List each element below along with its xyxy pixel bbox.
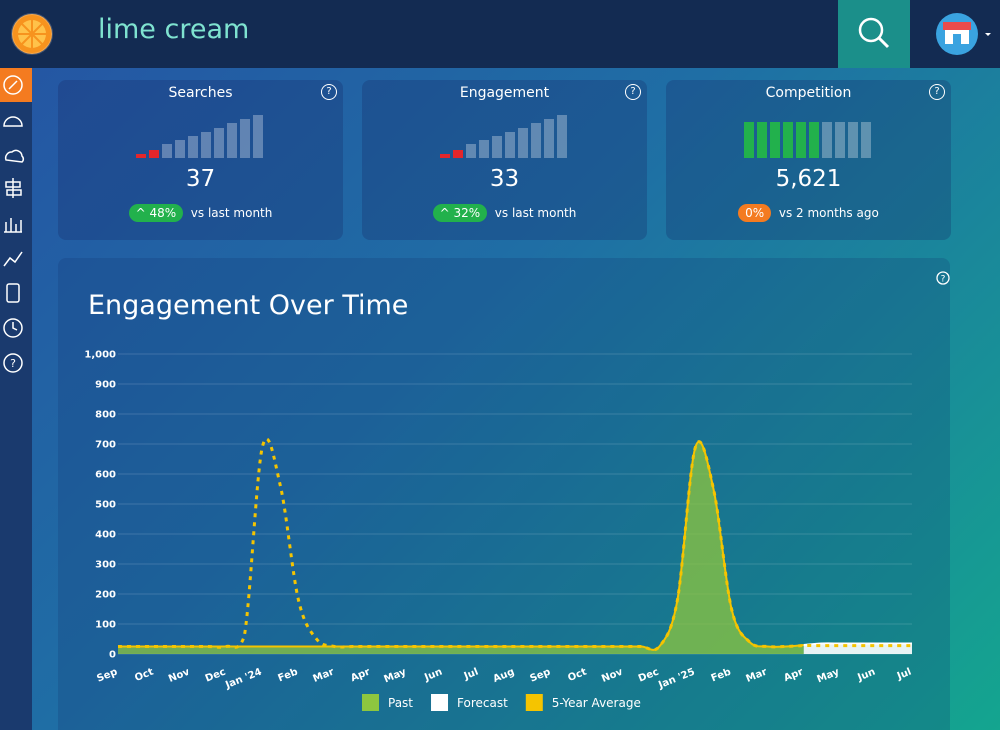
series-line bbox=[803, 642, 912, 646]
x-tick-label: Sep bbox=[95, 667, 119, 685]
y-tick-label: 400 bbox=[95, 530, 116, 541]
card-title: Engagement bbox=[459, 85, 550, 101]
chart: ? Engagement Over Time 0 100 200 300 400 500 6… bbox=[84, 271, 950, 711]
search-query[interactable]: lime cream bbox=[98, 14, 250, 45]
sidebar: ? bbox=[0, 68, 32, 730]
x-tick-label: May bbox=[816, 666, 842, 685]
series-area bbox=[803, 643, 912, 654]
comparison: vs 2 months ago bbox=[778, 206, 879, 220]
legend-label: Past bbox=[388, 696, 413, 710]
mini-bars bbox=[744, 122, 871, 158]
x-tick-label: Jun bbox=[422, 667, 444, 684]
help-icon[interactable]: ? bbox=[929, 84, 945, 100]
svg-text:?: ? bbox=[10, 357, 16, 370]
x-tick-label: Jul bbox=[895, 667, 913, 683]
x-tick-label: Jan '24 bbox=[223, 667, 263, 692]
x-tick-label: Oct bbox=[133, 667, 155, 684]
y-tick-label: 600 bbox=[95, 470, 116, 481]
chart-panel: ? Engagement Over Time 0 100 200 300 400 500 6… bbox=[58, 258, 950, 730]
legend-label: Forecast bbox=[457, 696, 508, 710]
legend-swatch bbox=[362, 694, 379, 711]
nav-icons[interactable]: ? bbox=[0, 68, 32, 388]
series-area bbox=[118, 441, 804, 654]
card-change-row: ^ 32% vs last month bbox=[362, 204, 647, 222]
help-icon[interactable]: ? bbox=[321, 84, 337, 100]
card-title: Searches bbox=[168, 85, 233, 101]
x-tick-label: Apr bbox=[349, 667, 372, 685]
card-value: 5,621 bbox=[775, 166, 842, 192]
y-tick-label: 900 bbox=[95, 380, 116, 391]
x-tick-label: Feb bbox=[710, 667, 733, 685]
y-tick-label: 200 bbox=[95, 590, 116, 601]
x-tick-label: Feb bbox=[277, 667, 300, 685]
change-pill: ^ 48% bbox=[128, 204, 184, 222]
x-tick-label: Aug bbox=[492, 667, 517, 685]
change: 0% bbox=[745, 206, 765, 220]
x-tick-label: Mar bbox=[745, 667, 769, 685]
legend-swatch bbox=[525, 694, 543, 711]
y-tick-label: 100 bbox=[95, 620, 116, 631]
change-pill: 0% bbox=[738, 204, 772, 222]
engagement-card: Engagement ? 33 ^ 32% vs last month bbox=[362, 80, 647, 240]
logo[interactable] bbox=[0, 0, 68, 68]
y-tick-label: 300 bbox=[95, 560, 116, 571]
x-tick-label: Jul bbox=[462, 667, 480, 683]
legend-label: 5-Year Average bbox=[552, 696, 641, 710]
y-tick-label: 0 bbox=[109, 650, 116, 661]
x-tick-label: Jun bbox=[855, 667, 877, 684]
card-change-row: 0% vs 2 months ago bbox=[666, 204, 951, 222]
card-value: 37 bbox=[185, 166, 216, 192]
y-tick-label: 500 bbox=[95, 500, 116, 511]
x-tick-label: Sep bbox=[528, 667, 552, 685]
change: 48% bbox=[149, 206, 177, 220]
comparison: vs last month bbox=[494, 206, 577, 220]
account-menu[interactable] bbox=[930, 0, 1000, 68]
x-tick-label: Nov bbox=[600, 666, 625, 685]
card-change-row: ^ 48% vs last month bbox=[58, 204, 343, 222]
comparison: vs last month bbox=[190, 206, 273, 220]
searches-card: Searches ? 37 ^ 48% vs last month bbox=[58, 80, 343, 240]
change: 32% bbox=[453, 206, 481, 220]
x-tick-label: May bbox=[382, 666, 408, 685]
y-tick-label: 800 bbox=[95, 410, 116, 421]
mini-bars bbox=[136, 115, 263, 158]
card-title: Competition bbox=[765, 85, 852, 101]
svg-text:?: ? bbox=[941, 275, 946, 285]
series-line bbox=[118, 437, 912, 652]
y-tick-label: 1,000 bbox=[84, 350, 116, 361]
chart-title: Engagement Over Time bbox=[88, 290, 408, 321]
x-tick-label: Apr bbox=[782, 667, 805, 685]
card-value: 33 bbox=[489, 166, 520, 192]
top-bar: lime cream bbox=[0, 0, 1000, 68]
x-tick-label: Jan '25 bbox=[656, 667, 696, 692]
competition-card: Competition ? 5,621 0% vs 2 months ago bbox=[666, 80, 951, 240]
help-icon[interactable] bbox=[936, 271, 950, 285]
mini-bars bbox=[440, 115, 567, 158]
search-button[interactable] bbox=[838, 0, 910, 68]
legend-swatch bbox=[431, 694, 449, 711]
y-tick-label: 700 bbox=[95, 440, 116, 451]
change-pill: ^ 32% bbox=[432, 204, 488, 222]
x-tick-label: Oct bbox=[566, 667, 588, 684]
x-tick-label: Mar bbox=[311, 667, 335, 685]
help-icon[interactable]: ? bbox=[625, 84, 641, 100]
x-tick-label: Nov bbox=[167, 666, 192, 685]
